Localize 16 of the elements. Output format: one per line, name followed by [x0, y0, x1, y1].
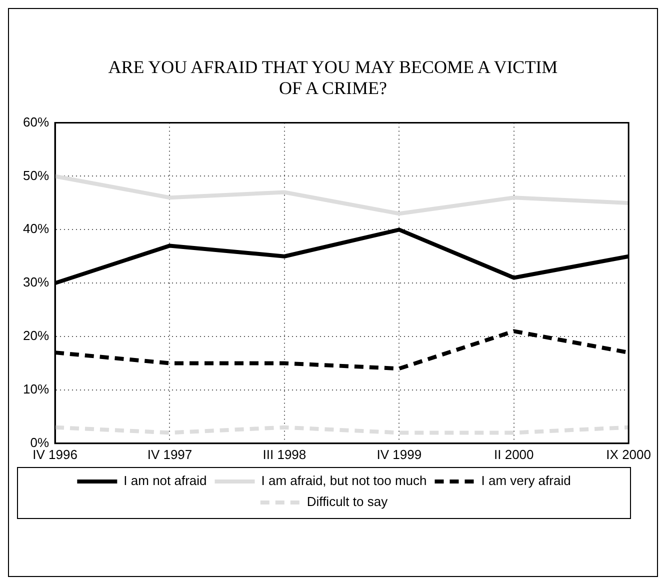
- legend-label: I am very afraid: [481, 473, 571, 488]
- y-tick-label: 60%: [22, 114, 50, 130]
- y-tick-label: 30%: [22, 274, 50, 290]
- y-tick-label: 20%: [22, 328, 50, 344]
- legend-label: I am not afraid: [124, 473, 207, 488]
- legend-label: I am afraid, but not too much: [261, 473, 427, 488]
- x-tick-label: II 2000: [494, 446, 534, 462]
- x-tick-label: IX 2000: [606, 446, 652, 462]
- legend-label: Difficult to say: [306, 494, 388, 510]
- x-tick-label: III 1998: [262, 446, 306, 462]
- y-tick-label: 10%: [22, 382, 50, 397]
- y-tick-label: 40%: [22, 221, 50, 236]
- x-tick-label: IV 1997: [147, 446, 192, 462]
- y-tick-label: 50%: [22, 168, 50, 183]
- x-tick-label: IV 1999: [376, 446, 422, 462]
- chart-title: ARE YOU AFRAID THAT YOU MAY BECOME A VICTIM OF A CRIME?: [107, 57, 559, 99]
